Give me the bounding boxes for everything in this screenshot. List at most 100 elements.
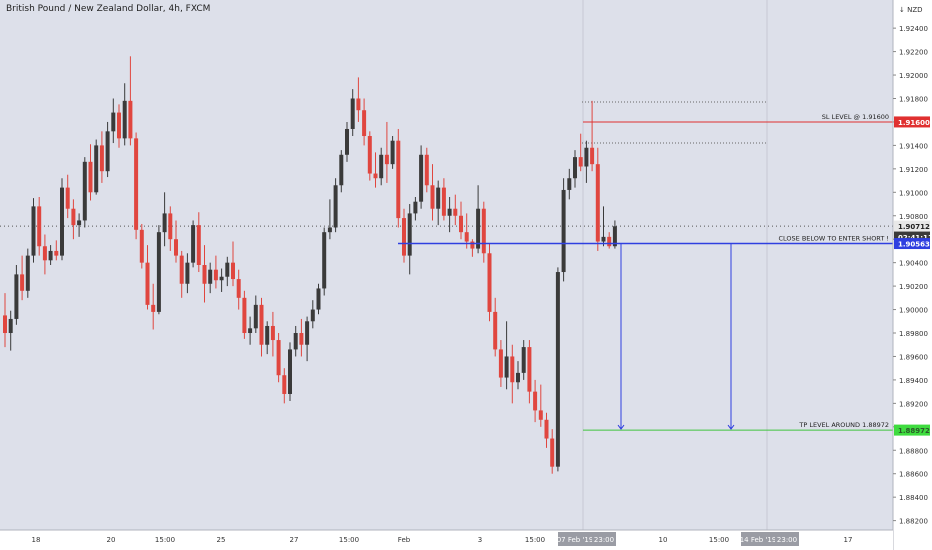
candle[interactable] bbox=[128, 100, 133, 139]
candle[interactable] bbox=[470, 241, 475, 249]
candle[interactable] bbox=[327, 227, 332, 233]
candle[interactable] bbox=[48, 250, 53, 261]
candle[interactable] bbox=[322, 232, 327, 289]
candle[interactable] bbox=[590, 147, 595, 165]
candle[interactable] bbox=[436, 187, 441, 209]
candle[interactable] bbox=[265, 325, 270, 345]
candle[interactable] bbox=[481, 208, 486, 254]
candle[interactable] bbox=[538, 410, 543, 420]
candle[interactable] bbox=[316, 288, 321, 310]
candle[interactable] bbox=[453, 208, 458, 216]
candle[interactable] bbox=[156, 232, 161, 312]
candle[interactable] bbox=[573, 157, 577, 179]
candle[interactable] bbox=[139, 229, 144, 263]
candle[interactable] bbox=[367, 136, 372, 174]
candle[interactable] bbox=[168, 213, 173, 240]
candle[interactable] bbox=[82, 161, 87, 221]
candle[interactable] bbox=[105, 131, 110, 172]
candle[interactable] bbox=[567, 178, 572, 190]
candle[interactable] bbox=[384, 154, 389, 165]
candle[interactable] bbox=[464, 232, 469, 242]
candle[interactable] bbox=[202, 265, 207, 284]
candle[interactable] bbox=[191, 225, 196, 263]
candle[interactable] bbox=[544, 419, 549, 439]
candle[interactable] bbox=[584, 147, 589, 167]
candle[interactable] bbox=[396, 140, 401, 219]
candle[interactable] bbox=[339, 154, 344, 186]
candle[interactable] bbox=[94, 145, 99, 193]
candle[interactable] bbox=[595, 164, 600, 242]
candle[interactable] bbox=[276, 340, 281, 376]
candle[interactable] bbox=[441, 187, 446, 216]
candle[interactable] bbox=[333, 185, 338, 228]
candle[interactable] bbox=[447, 208, 452, 216]
candle[interactable] bbox=[225, 262, 230, 277]
candle[interactable] bbox=[231, 262, 235, 280]
candle[interactable] bbox=[299, 333, 304, 345]
candle[interactable] bbox=[37, 206, 42, 247]
candle[interactable] bbox=[424, 154, 429, 186]
candle[interactable] bbox=[196, 225, 201, 265]
candle[interactable] bbox=[288, 349, 292, 394]
candle[interactable] bbox=[174, 239, 178, 256]
candle[interactable] bbox=[379, 154, 384, 179]
candle[interactable] bbox=[413, 201, 418, 214]
candle[interactable] bbox=[578, 157, 583, 167]
candle[interactable] bbox=[402, 218, 406, 256]
candle[interactable] bbox=[504, 356, 509, 378]
candle[interactable] bbox=[253, 304, 258, 329]
candle[interactable] bbox=[219, 276, 224, 281]
candle[interactable] bbox=[151, 304, 156, 312]
candle[interactable] bbox=[213, 269, 218, 281]
candle[interactable] bbox=[362, 110, 367, 137]
candle[interactable] bbox=[561, 189, 566, 273]
candle[interactable] bbox=[25, 255, 30, 291]
candle[interactable] bbox=[533, 391, 538, 411]
candle[interactable] bbox=[77, 220, 82, 226]
candle[interactable] bbox=[527, 347, 532, 392]
candle[interactable] bbox=[612, 226, 617, 247]
candle[interactable] bbox=[65, 187, 70, 209]
candle[interactable] bbox=[498, 349, 503, 378]
candle[interactable] bbox=[117, 112, 121, 139]
candle[interactable] bbox=[88, 161, 93, 193]
candle[interactable] bbox=[208, 269, 213, 284]
candle[interactable] bbox=[601, 236, 606, 242]
candle[interactable] bbox=[487, 253, 492, 312]
candle[interactable] bbox=[134, 138, 139, 230]
candle[interactable] bbox=[185, 262, 190, 284]
candle[interactable] bbox=[282, 375, 287, 394]
candle[interactable] bbox=[419, 154, 424, 202]
candle[interactable] bbox=[356, 98, 361, 111]
candle[interactable] bbox=[60, 187, 64, 256]
candle[interactable] bbox=[111, 112, 116, 132]
candle[interactable] bbox=[350, 98, 355, 129]
candle[interactable] bbox=[550, 438, 555, 467]
candle[interactable] bbox=[310, 309, 315, 322]
candle[interactable] bbox=[373, 173, 378, 179]
candle[interactable] bbox=[99, 145, 104, 172]
candle[interactable] bbox=[516, 372, 520, 383]
candle[interactable] bbox=[521, 347, 526, 373]
candle[interactable] bbox=[31, 206, 36, 256]
candle[interactable] bbox=[270, 325, 275, 341]
candle[interactable] bbox=[459, 215, 463, 233]
candle[interactable] bbox=[493, 311, 498, 350]
candle[interactable] bbox=[259, 304, 264, 345]
candle[interactable] bbox=[14, 274, 19, 319]
candle[interactable] bbox=[242, 297, 247, 334]
candle[interactable] bbox=[122, 100, 127, 139]
candle[interactable] bbox=[510, 356, 515, 383]
candle[interactable] bbox=[236, 279, 241, 298]
candle[interactable] bbox=[430, 185, 435, 209]
candle[interactable] bbox=[345, 128, 349, 155]
candle[interactable] bbox=[8, 318, 13, 334]
candle[interactable] bbox=[476, 208, 481, 249]
candle[interactable] bbox=[54, 250, 59, 256]
candle[interactable] bbox=[162, 213, 167, 233]
candle[interactable] bbox=[71, 208, 76, 226]
candle[interactable] bbox=[407, 213, 412, 256]
candle[interactable] bbox=[3, 315, 7, 334]
candle[interactable] bbox=[607, 236, 612, 247]
